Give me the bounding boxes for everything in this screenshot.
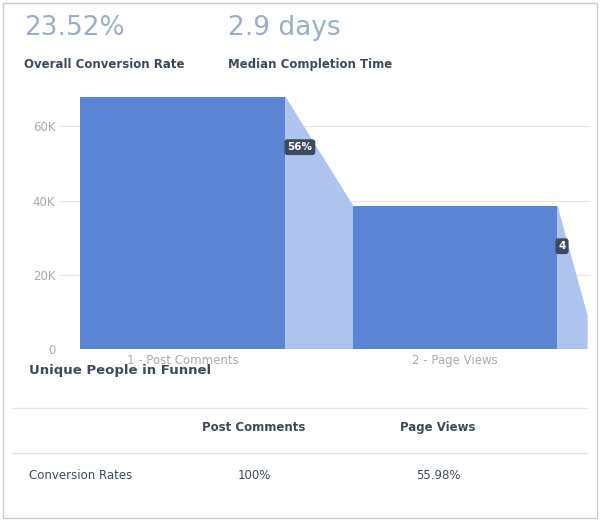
Text: 2.9 days: 2.9 days bbox=[228, 16, 341, 42]
Polygon shape bbox=[557, 206, 587, 349]
Text: Conversion Rates: Conversion Rates bbox=[29, 469, 133, 482]
Text: Post Comments: Post Comments bbox=[202, 421, 305, 434]
Bar bbox=[80, 97, 284, 349]
Text: Overall Conversion Rate: Overall Conversion Rate bbox=[24, 58, 185, 71]
Polygon shape bbox=[284, 97, 353, 349]
Text: Unique People in Funnel: Unique People in Funnel bbox=[29, 364, 211, 377]
Text: 56%: 56% bbox=[287, 142, 313, 152]
Text: Page Views: Page Views bbox=[400, 421, 476, 434]
Text: 55.98%: 55.98% bbox=[416, 469, 460, 482]
Text: 4: 4 bbox=[559, 241, 566, 251]
Bar bbox=[353, 206, 557, 349]
Text: 23.52%: 23.52% bbox=[24, 16, 125, 42]
Text: Median Completion Time: Median Completion Time bbox=[228, 58, 392, 71]
Text: 100%: 100% bbox=[237, 469, 271, 482]
